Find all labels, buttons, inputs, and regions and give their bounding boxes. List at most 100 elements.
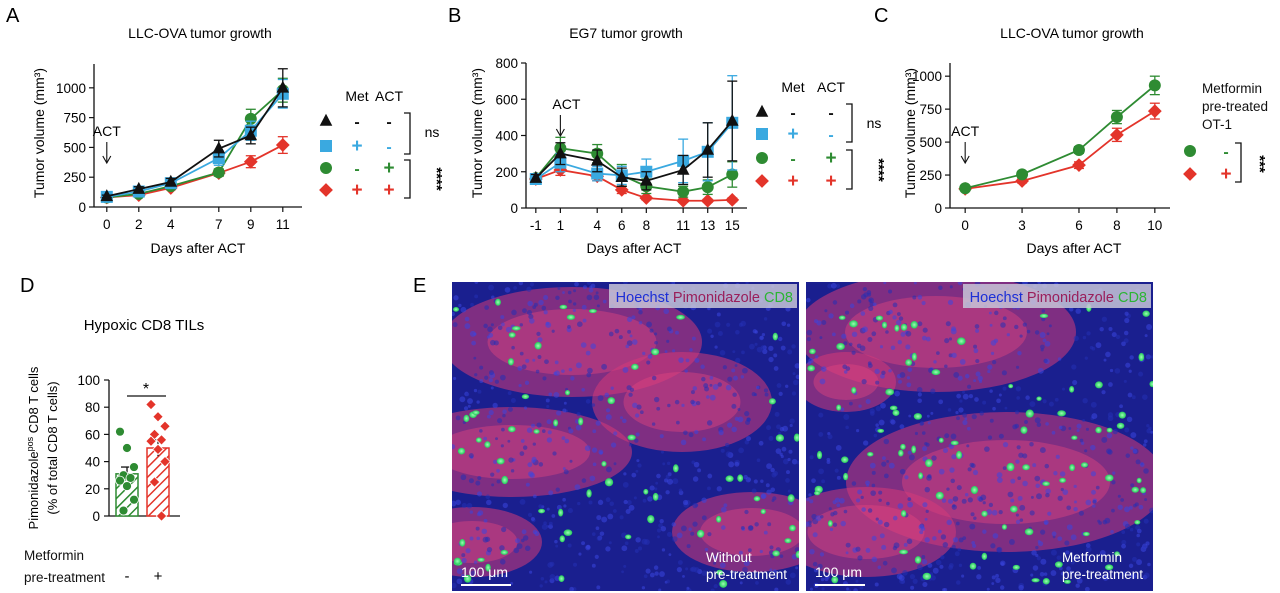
cd8-cell — [899, 549, 908, 555]
nucleus — [519, 451, 525, 456]
nucleus — [881, 544, 887, 550]
nucleus — [740, 320, 746, 327]
nucleus — [989, 389, 993, 393]
nucleus — [1145, 541, 1150, 546]
nucleus — [521, 364, 527, 370]
nucleus — [773, 353, 778, 358]
nucleus — [544, 359, 549, 365]
nucleus — [487, 326, 493, 333]
series-line — [106, 87, 284, 198]
nucleus — [631, 472, 637, 478]
nucleus — [586, 294, 593, 301]
nucleus — [1015, 519, 1021, 524]
nucleus — [710, 334, 714, 338]
cd8-cell — [566, 314, 575, 320]
nucleus — [950, 478, 955, 484]
nucleus — [894, 390, 901, 397]
data-point — [148, 476, 161, 488]
nucleus — [759, 549, 763, 554]
nucleus — [573, 562, 578, 567]
nucleus — [971, 540, 976, 545]
cd8-cell — [881, 321, 888, 329]
nucleus — [526, 286, 532, 292]
cd8-cell — [843, 472, 849, 481]
nucleus — [1136, 528, 1142, 534]
cd8-cell — [457, 447, 466, 455]
nucleus — [563, 401, 567, 405]
cd8-cell — [787, 494, 795, 503]
nucleus — [1135, 459, 1141, 465]
cd8-cell — [601, 461, 607, 467]
chart-title: EG7 tumor growth — [569, 25, 683, 41]
nucleus — [820, 515, 824, 519]
nucleus — [936, 351, 940, 355]
nucleus — [690, 399, 695, 405]
nucleus — [792, 379, 799, 386]
nucleus — [849, 342, 853, 347]
nucleus — [651, 422, 656, 426]
nucleus — [940, 555, 945, 560]
nucleus — [764, 392, 769, 397]
nucleus — [859, 345, 866, 352]
nucleus — [881, 461, 887, 467]
y-tick-label: 250 — [63, 170, 86, 185]
nucleus — [966, 426, 971, 431]
nucleus — [1090, 444, 1096, 451]
nucleus — [661, 548, 666, 552]
nucleus — [996, 547, 1002, 553]
cd8-cell — [716, 569, 723, 576]
nucleus — [1136, 542, 1141, 547]
annotation-arrow-head — [555, 128, 565, 138]
nucleus — [962, 412, 967, 418]
nucleus — [1124, 523, 1131, 530]
nucleus — [470, 570, 477, 577]
data-point — [701, 142, 715, 155]
nucleus — [519, 351, 524, 356]
nucleus — [1032, 565, 1039, 571]
nucleus — [645, 568, 651, 574]
data-point — [145, 398, 157, 411]
panel-letter-d: D — [20, 275, 34, 297]
nucleus — [516, 543, 523, 550]
nucleus — [922, 446, 928, 452]
nucleus — [811, 513, 817, 520]
nucleus — [596, 585, 601, 590]
nucleus — [778, 431, 782, 435]
nucleus — [1130, 446, 1134, 450]
nucleus — [634, 438, 639, 443]
nucleus — [524, 545, 531, 552]
nucleus — [1036, 556, 1042, 561]
nucleus — [898, 379, 902, 384]
nucleus — [819, 336, 823, 340]
nucleus — [806, 297, 811, 303]
nucleus — [1123, 330, 1129, 336]
nucleus — [890, 345, 896, 350]
cd8-cell — [631, 363, 639, 370]
nucleus — [483, 518, 488, 523]
cd8-cell — [647, 515, 655, 524]
x-tick-label: 11 — [276, 217, 290, 232]
nucleus — [1101, 316, 1108, 322]
nucleus — [905, 344, 911, 350]
nucleus — [513, 547, 520, 554]
nucleus — [832, 300, 838, 305]
nucleus — [663, 308, 670, 315]
nucleus — [815, 515, 822, 522]
nucleus — [1111, 508, 1115, 513]
chart-title: LLC-OVA tumor growth — [1000, 25, 1144, 41]
nucleus — [540, 576, 545, 581]
annotation-arrow-head — [960, 155, 970, 165]
nucleus — [491, 295, 495, 300]
nucleus — [787, 489, 791, 493]
nucleus — [892, 315, 897, 320]
nucleus — [947, 408, 952, 412]
nucleus — [1124, 317, 1130, 324]
nucleus — [1146, 324, 1152, 330]
cd8-cell — [672, 464, 679, 473]
cd8-cell — [534, 342, 542, 350]
nucleus — [468, 478, 474, 484]
nucleus — [623, 499, 628, 505]
cd8-cell — [1059, 477, 1067, 483]
y-axis-label: Tumor volume (mm³) — [469, 68, 485, 198]
nucleus — [808, 357, 814, 364]
